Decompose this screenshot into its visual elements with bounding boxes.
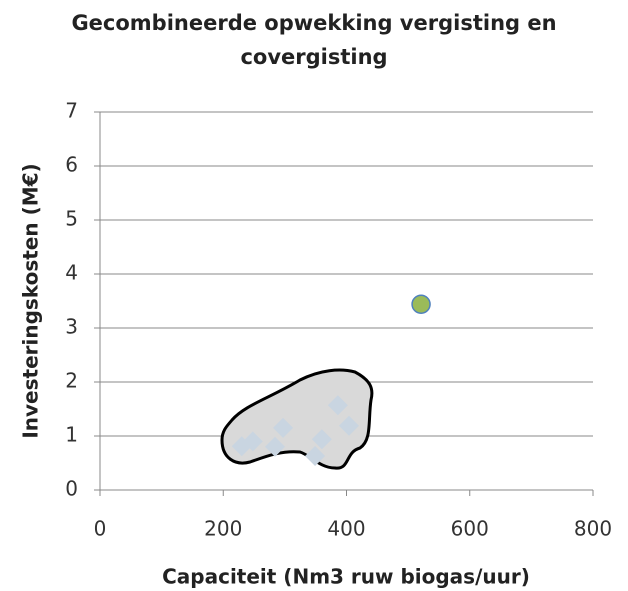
x-tick-label: 200 (204, 517, 242, 541)
chart-title: Gecombineerde opwekking vergisting en (71, 11, 556, 35)
point (242, 431, 263, 452)
point (305, 445, 326, 466)
point (265, 436, 286, 457)
y-axis-label: Investeringskosten (M€) (19, 163, 43, 438)
y-tick-label: 1 (65, 423, 78, 447)
marks (231, 294, 431, 466)
x-tick-label: 600 (451, 517, 489, 541)
point (338, 415, 359, 436)
point (411, 294, 431, 314)
y-tick-label: 4 (65, 261, 78, 285)
y-tick-label: 5 (65, 207, 78, 231)
grid: 0 1 2 3 4 5 6 7 0 200 400 600 800 (65, 99, 612, 541)
x-tick-label: 400 (327, 517, 365, 541)
point (327, 395, 348, 416)
y-tick-label: 0 (65, 477, 78, 501)
chart-title: covergisting (240, 45, 387, 69)
point (273, 417, 294, 438)
y-tick-label: 7 (65, 99, 78, 123)
x-tick-label: 800 (574, 517, 612, 541)
y-tick-label: 2 (65, 369, 78, 393)
y-tick-label: 3 (65, 315, 78, 339)
x-tick-label: 0 (94, 517, 107, 541)
y-tick-label: 6 (65, 153, 78, 177)
point (311, 429, 332, 450)
x-axis-label: Capaciteit (Nm3 ruw biogas/uur) (162, 565, 530, 589)
